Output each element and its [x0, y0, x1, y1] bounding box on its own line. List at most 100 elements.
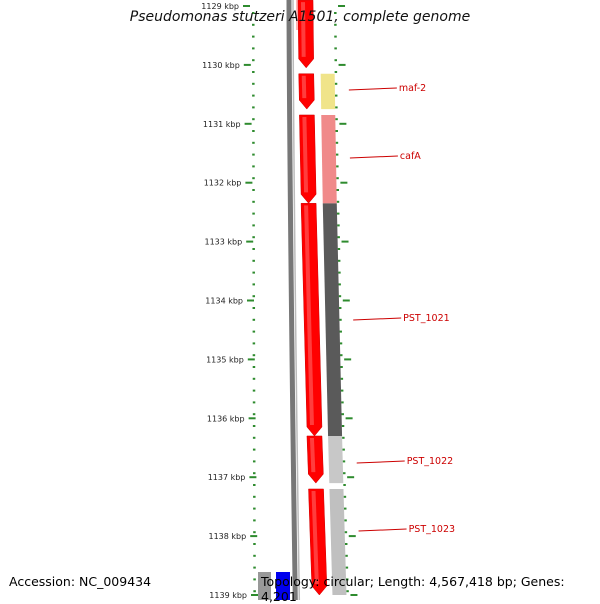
tick-dot — [252, 82, 255, 85]
tick-dot — [343, 484, 346, 486]
major-tick-right — [348, 535, 356, 538]
major-tick-left — [244, 122, 252, 125]
tick-dot — [253, 531, 256, 534]
tick-dot — [334, 71, 338, 73]
tick-dot — [335, 106, 338, 109]
tick-dot — [336, 200, 340, 203]
feature-block — [320, 73, 336, 110]
tick-dot — [252, 35, 255, 38]
tick-dot — [253, 484, 256, 486]
tick-dot — [253, 519, 256, 522]
tick-dot — [337, 248, 341, 250]
tick-dot — [344, 519, 347, 522]
tick-dot — [346, 590, 349, 593]
tick-dot — [252, 330, 256, 333]
feature-block — [322, 203, 343, 436]
tick-dot — [343, 472, 346, 475]
tick-dot — [335, 153, 339, 156]
tick-dot — [339, 342, 343, 345]
tick-dot — [252, 23, 255, 26]
tick-dot — [345, 578, 349, 581]
tick-dot — [253, 554, 256, 557]
tick-label: 1139 kbp — [209, 591, 247, 600]
tick-dot — [338, 307, 342, 309]
tick-dot — [335, 118, 338, 121]
gene-label[interactable]: PST_1023 — [409, 524, 456, 535]
gene-arrow — [298, 73, 315, 110]
gene-label[interactable]: PST_1021 — [403, 313, 450, 324]
tick-dot — [252, 236, 255, 239]
tick-dot — [252, 318, 256, 321]
tick-dot — [339, 330, 342, 333]
tick-dot — [252, 118, 255, 121]
tick-dot — [253, 566, 256, 569]
tick-dot — [252, 283, 255, 286]
feature-block — [321, 114, 337, 204]
tick-dot — [334, 35, 337, 38]
tick-label: 1136 kbp — [207, 414, 245, 423]
tick-dot — [252, 224, 255, 227]
tick-dot — [252, 377, 256, 380]
tick-dot — [252, 389, 256, 392]
tick-dot — [252, 425, 256, 427]
accession-text: Accession: NC_009434 — [9, 574, 152, 589]
gene-arrow — [306, 435, 324, 484]
tick-dot — [335, 141, 339, 144]
tick-dot — [253, 495, 256, 498]
genome-title: Pseudomonas stutzeri A1501, complete gen… — [129, 9, 471, 25]
tick-dot — [345, 566, 349, 569]
tick-dot — [252, 460, 256, 463]
major-tick-left — [248, 417, 256, 420]
tick-dot — [252, 307, 256, 309]
tick-dot — [336, 189, 340, 191]
tick-dot — [252, 47, 255, 50]
tick-dot — [342, 460, 346, 463]
major-tick-left — [247, 358, 255, 361]
tick-label: 1138 kbp — [208, 532, 246, 541]
major-tick-right — [344, 358, 352, 361]
tick-dot — [337, 259, 341, 262]
gene-label[interactable]: PST_1022 — [407, 456, 454, 467]
tick-dot — [252, 141, 255, 144]
gene-label[interactable]: maf-2 — [399, 83, 426, 94]
tick-dot — [338, 295, 342, 298]
major-tick-right — [339, 122, 347, 125]
gene-label[interactable]: cafA — [400, 151, 421, 162]
tick-dots-right — [334, 12, 349, 593]
tick-dot — [334, 59, 337, 62]
major-tick-left — [243, 63, 251, 66]
tick-dot — [252, 401, 256, 404]
tick-dot — [335, 130, 338, 132]
tick-dot — [252, 130, 255, 132]
genome-backbone — [286, 0, 301, 600]
tick-dot — [343, 495, 347, 498]
tick-dot — [252, 413, 256, 416]
tick-dot — [340, 354, 343, 357]
tick-dot — [253, 590, 256, 593]
major-tick-right — [345, 417, 353, 420]
gene-arrow-shine — [301, 75, 307, 99]
tick-label: 1132 kbp — [204, 179, 242, 188]
tick-dot — [340, 377, 344, 380]
tick-dot — [344, 531, 348, 534]
tick-dot — [252, 436, 256, 439]
tick-label: 1133 kbp — [204, 238, 242, 247]
backbone-line — [286, 0, 298, 600]
label-leader-line — [348, 87, 397, 91]
tick-dot — [252, 106, 255, 109]
tick-dot — [252, 354, 256, 357]
major-tick-left — [247, 299, 254, 302]
tick-dot — [252, 259, 255, 262]
gene-arrow-shine — [302, 116, 309, 193]
gene-track — [297, 0, 328, 596]
tick-label: 1134 kbp — [205, 297, 243, 306]
major-tick-right — [341, 240, 349, 243]
tick-dot — [252, 94, 255, 97]
gene-arrow-shine — [311, 490, 319, 584]
major-tick-left — [250, 535, 258, 538]
gene-arrow-shine — [301, 2, 306, 57]
gene-labels: maf-2 cafA PST_1021 PST_1022 PST_1023 — [348, 83, 456, 535]
major-tick-left — [245, 181, 253, 184]
tick-dot — [252, 366, 256, 368]
major-tick-right — [342, 299, 350, 302]
